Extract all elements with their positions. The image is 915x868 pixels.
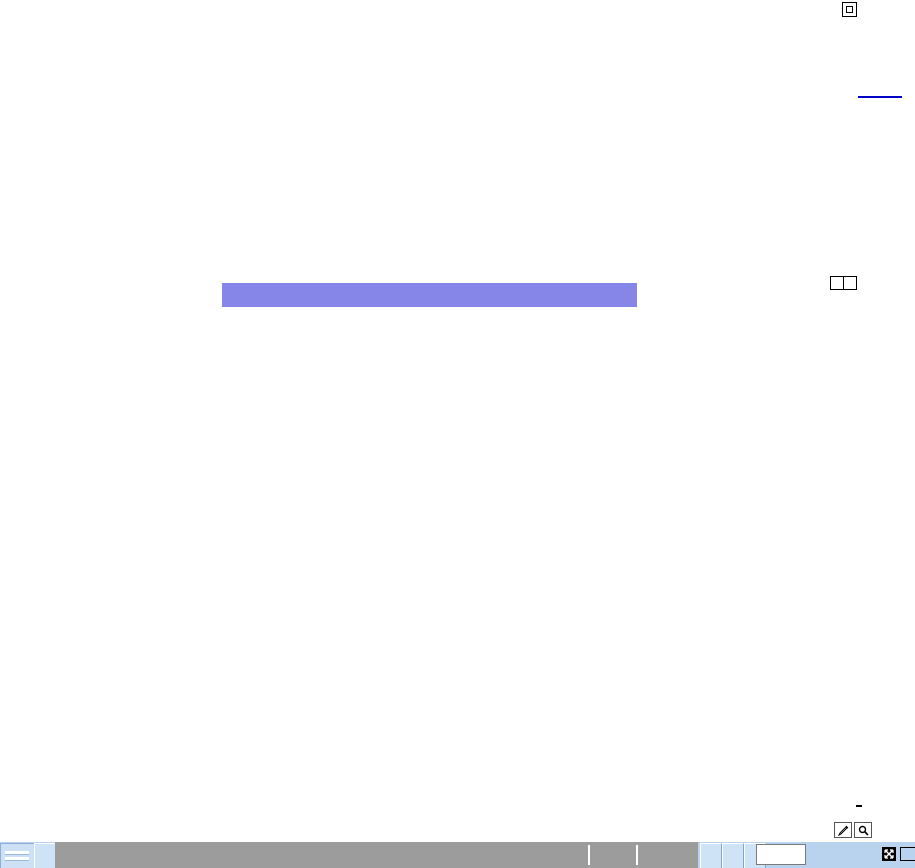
scroll-left-button[interactable] bbox=[34, 843, 56, 868]
range-marker-right[interactable] bbox=[636, 845, 638, 865]
close-chart-icon[interactable] bbox=[900, 847, 915, 861]
collapse-horizontal-icon[interactable] bbox=[826, 845, 842, 863]
zoom-out-icon[interactable] bbox=[862, 845, 878, 863]
bar-count-input[interactable] bbox=[756, 844, 806, 865]
draw-tool-button[interactable] bbox=[834, 822, 852, 838]
fast-left-button[interactable] bbox=[722, 843, 744, 868]
range-marker-left[interactable] bbox=[588, 845, 590, 865]
fullscreen-icon[interactable] bbox=[882, 847, 896, 861]
zoom-in-icon[interactable] bbox=[844, 845, 860, 863]
volume-minimap[interactable] bbox=[55, 842, 698, 868]
step-right-button[interactable] bbox=[700, 843, 722, 868]
bottom-toolbar bbox=[0, 842, 915, 868]
close-panel-button[interactable] bbox=[843, 276, 857, 290]
scrollbar-thumb[interactable] bbox=[0, 843, 35, 868]
multiplier-badge bbox=[856, 805, 862, 807]
magnifier-icon bbox=[858, 825, 869, 836]
minimize-panel-button[interactable] bbox=[830, 276, 844, 290]
window-restore-icon[interactable] bbox=[842, 2, 857, 17]
signal-banner bbox=[222, 283, 637, 307]
expand-horizontal-icon[interactable] bbox=[808, 845, 824, 863]
current-price-badge bbox=[858, 96, 902, 98]
zoom-tool-button[interactable] bbox=[854, 822, 872, 838]
pencil-icon bbox=[837, 825, 848, 836]
